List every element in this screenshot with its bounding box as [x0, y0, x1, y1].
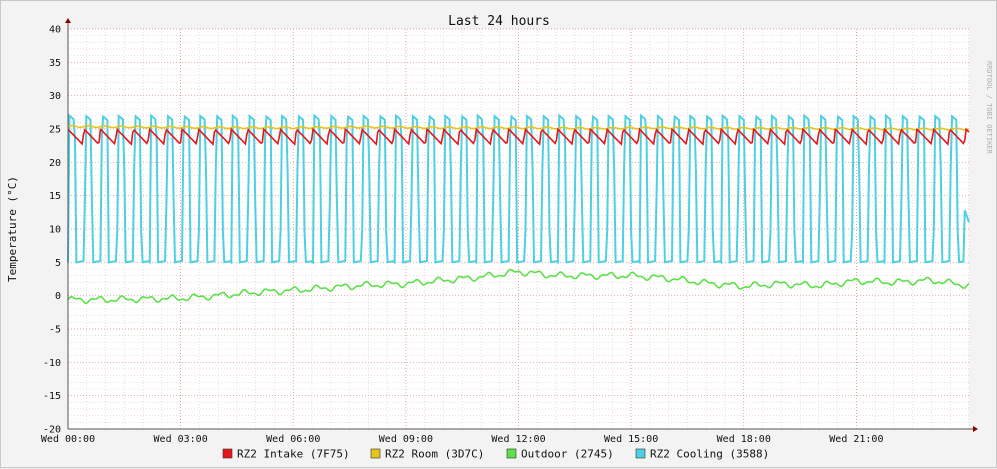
y-tick-label: 30 [49, 91, 61, 102]
y-axis-label: Temperature (°C) [6, 176, 19, 282]
legend-label-rz2-cooling-3588: RZ2 Cooling (3588) [650, 448, 769, 461]
legend: RZ2 Intake (7F75) RZ2 Room (3D7C) Outdoor … [222, 448, 769, 461]
y-tick-label: 25 [49, 125, 61, 136]
grid-layer [67, 28, 970, 430]
x-tick-label: Wed 03:00 [154, 434, 208, 445]
x-tick-label: Wed 12:00 [491, 434, 545, 445]
chart-title: Last 24 hours [448, 14, 550, 29]
x-tick-label: Wed 15:00 [604, 434, 658, 445]
legend-swatch-rz2-room-3d7c [370, 448, 381, 459]
y-tick-label: -20 [43, 425, 61, 436]
series-line-rz2-intake-7f75 [67, 127, 970, 146]
legend-swatch-rz2-cooling-3588 [635, 448, 646, 459]
x-tick-label: Wed 21:00 [829, 434, 883, 445]
x-tick-label: Wed 09:00 [379, 434, 433, 445]
y-tick-label: 5 [55, 258, 61, 269]
y-tick-label: 20 [49, 158, 61, 169]
y-tick-label: -5 [49, 325, 61, 336]
y-tick-label: -10 [43, 358, 61, 369]
legend-label-rz2-intake-7f75: RZ2 Intake (7F75) [237, 448, 350, 461]
series-layer [67, 113, 970, 305]
x-tick-label: Wed 00:00 [41, 434, 95, 445]
y-tick-label: 10 [49, 225, 61, 236]
y-axis-arrow [65, 18, 71, 23]
y-tick-label: 40 [49, 25, 61, 36]
x-tick-label: Wed 06:00 [266, 434, 320, 445]
legend-label-outdoor-2745: Outdoor (2745) [521, 448, 614, 461]
legend-swatch-outdoor-2745 [506, 448, 517, 459]
series-line-outdoor-2745 [67, 268, 970, 305]
legend-label-rz2-room-3d7c: RZ2 Room (3D7C) [385, 448, 484, 461]
series-line-rz2-room-3d7c [67, 124, 970, 131]
y-tick-label: 15 [49, 191, 61, 202]
y-tick-label: 35 [49, 58, 61, 69]
series-line-rz2-cooling-3588 [67, 113, 970, 265]
y-tick-label: 0 [55, 291, 61, 302]
y-tick-label: -15 [43, 391, 61, 402]
legend-swatch-rz2-intake-7f75 [222, 448, 233, 459]
watermark: RRDTOOL / TOBI OETIKER [985, 61, 993, 155]
x-axis-arrow [973, 426, 978, 432]
x-tick-label: Wed 18:00 [717, 434, 771, 445]
